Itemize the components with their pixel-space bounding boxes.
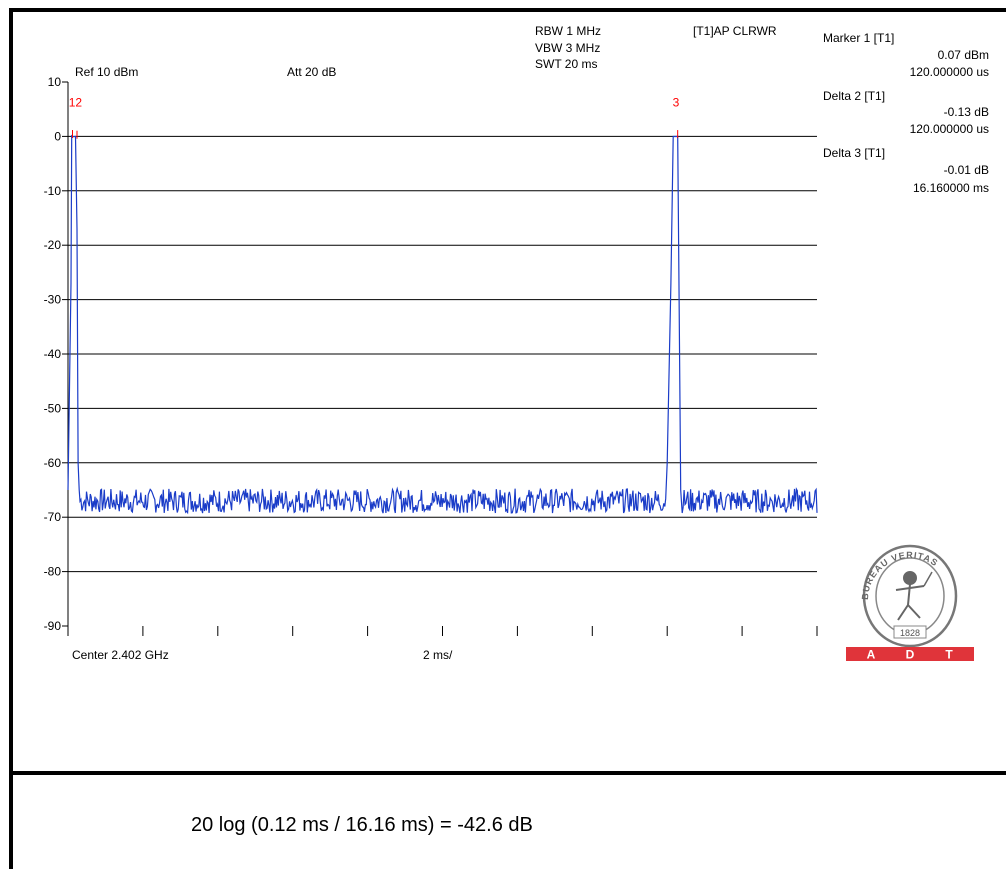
bureau-veritas-logo: BUREAU VERITAS 1828 [860, 544, 958, 648]
marker-3-label: 3 [673, 95, 680, 109]
swt-label: SWT 20 ms [535, 57, 597, 71]
y-tick-label: -20 [44, 238, 62, 252]
duty-cycle-formula: 20 log (0.12 ms / 16.16 ms) = -42.6 dB [191, 814, 533, 836]
x-axis [67, 626, 818, 636]
logo-year-box [893, 625, 927, 639]
y-axis: 10 0 -10 -20 -30 -40 -50 -60 -70 -80 -90 [44, 75, 69, 633]
ref-level-label: Ref 10 dBm [75, 65, 138, 79]
marker-info-panel: Marker 1 [T1] 0.07 dBm 120.000000 us Del… [823, 31, 989, 195]
marker-1-title: Marker 1 [T1] [823, 31, 894, 45]
delta-2-level: -0.13 dB [944, 105, 989, 119]
y-tick-label: -80 [44, 565, 62, 579]
y-tick-label: -90 [44, 619, 62, 633]
attenuation-label: Att 20 dB [287, 65, 336, 79]
y-tick-label: -30 [44, 293, 62, 307]
y-tick-label: 0 [54, 129, 61, 143]
trace-mode-label: [T1]AP CLRWR [693, 24, 777, 38]
y-tick-label: 10 [48, 75, 62, 89]
delta-2-time: 120.000000 us [910, 122, 989, 136]
y-tick-label: -60 [44, 456, 62, 470]
adt-band-rect [846, 647, 974, 661]
logo-year: 1828 [900, 628, 920, 638]
marker-1-level: 0.07 dBm [938, 48, 989, 62]
y-tick-label: -50 [44, 401, 62, 415]
logo-outer-ring [862, 544, 958, 648]
delta-3-level: -0.01 dB [944, 163, 989, 177]
marker-1-2-label: 12 [69, 95, 83, 109]
y-tick-label: -70 [44, 510, 62, 524]
delta-2-title: Delta 2 [T1] [823, 89, 885, 103]
marker-1-time: 120.000000 us [910, 65, 989, 79]
y-tick-label: -10 [44, 184, 62, 198]
outer-frame [9, 8, 1006, 869]
rbw-label: RBW 1 MHz [535, 24, 601, 38]
grid-layer [68, 135, 817, 573]
marker-layer: 12 3 [69, 95, 680, 139]
trace-line [67, 134, 818, 515]
adt-band: A D T [846, 647, 974, 662]
adt-letter-a: A [867, 648, 876, 662]
delta-3-title: Delta 3 [T1] [823, 146, 885, 160]
y-tick-label: -40 [44, 347, 62, 361]
logo-figure-icon [895, 571, 933, 621]
center-frequency-label: Center 2.402 GHz [72, 648, 169, 662]
delta-3-time: 16.160000 ms [913, 181, 989, 195]
adt-letter-t: T [945, 648, 953, 662]
span-label: 2 ms/ [423, 648, 453, 662]
vbw-label: VBW 3 MHz [535, 41, 600, 55]
adt-letter-d: D [906, 648, 915, 662]
